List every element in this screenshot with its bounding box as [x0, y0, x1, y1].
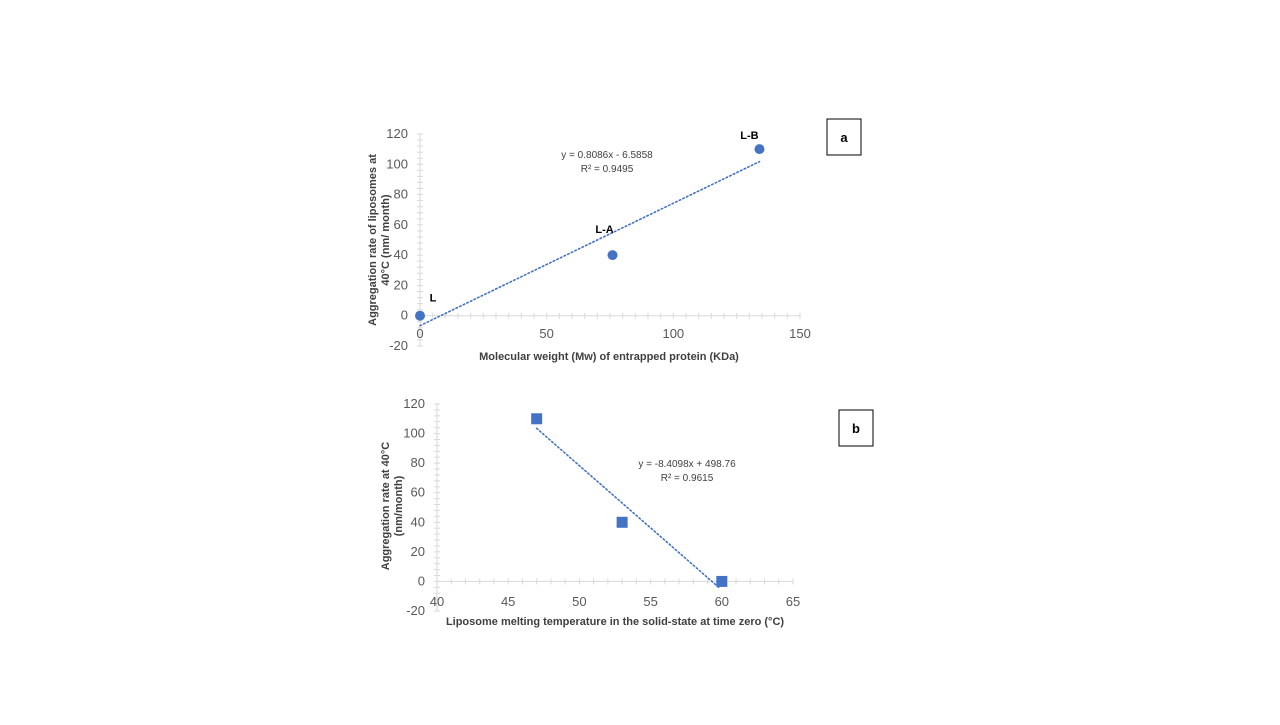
y-axis-title-line: Aggregation rate at 40°C [380, 442, 392, 571]
y-tick-label: 40 [411, 514, 425, 529]
x-tick-label: 100 [662, 326, 684, 341]
data-point [607, 250, 618, 261]
y-axis-title-line: (nm/month) [393, 475, 405, 536]
x-tick-label: 65 [786, 594, 800, 609]
data-point [716, 575, 728, 587]
y-tick-label: 0 [401, 308, 408, 323]
y-tick-label: 80 [411, 455, 425, 470]
trendline-r2: R² = 0.9615 [661, 473, 714, 484]
x-tick-label: 50 [539, 326, 553, 341]
x-axis-title: Molecular weight (Mw) of entrapped prote… [479, 351, 739, 363]
x-tick-label: 45 [501, 594, 515, 609]
point-label: L-B [740, 130, 758, 142]
x-tick-label: 60 [715, 594, 729, 609]
point-label: L-A [595, 224, 613, 236]
x-tick-label: 55 [643, 594, 657, 609]
trendline [419, 160, 761, 327]
y-tick-label: 20 [394, 277, 408, 292]
x-tick-label: 40 [430, 594, 444, 609]
y-tick-label: 120 [403, 396, 425, 411]
data-point [616, 516, 628, 528]
trendline-equation: y = -8.4098x + 498.76 [638, 459, 736, 470]
y-tick-label: 80 [394, 187, 408, 202]
data-point [754, 144, 765, 155]
x-axis-title: Liposome melting temperature in the soli… [446, 616, 784, 628]
x-tick-label: 0 [416, 326, 423, 341]
y-axis-title-line: Aggregation rate of liposomes at [367, 154, 379, 326]
y-axis-title: Aggregation rate of liposomes at 40°C (nm… [367, 154, 392, 326]
y-tick-label: -20 [389, 338, 408, 353]
trendline-r2: R² = 0.9495 [581, 164, 634, 175]
y-tick-label: 120 [386, 126, 408, 141]
y-tick-label: 40 [394, 247, 408, 262]
y-axis-title-line: 40°C (nm/ month) [380, 194, 392, 286]
point-label: L [430, 293, 437, 305]
x-tick-label: 50 [572, 594, 586, 609]
y-axis-title: Aggregation rate at 40°C (nm/month) [380, 442, 405, 571]
y-tick-label: -20 [406, 603, 425, 618]
data-point [531, 413, 543, 425]
trendline [535, 427, 720, 589]
trendline-equation: y = 0.8086x - 6.5858 [561, 150, 653, 161]
panel-label-box [838, 409, 874, 447]
y-tick-label: 20 [411, 544, 425, 559]
panel-label: a [840, 130, 848, 145]
panel-label: b [852, 421, 860, 436]
data-point [415, 310, 425, 321]
y-tick-label: 60 [394, 217, 408, 232]
chart-a: -20 0 20 40 60 80 100 120 0 50 100 150 Molecular wei… [367, 118, 862, 363]
y-tick-label: 100 [386, 156, 408, 171]
y-tick-label: 0 [418, 573, 425, 588]
y-tick-label: 100 [403, 426, 425, 441]
panel-label-box [826, 118, 862, 156]
y-tick-label: 60 [411, 485, 425, 500]
x-tick-label: 150 [789, 326, 811, 341]
